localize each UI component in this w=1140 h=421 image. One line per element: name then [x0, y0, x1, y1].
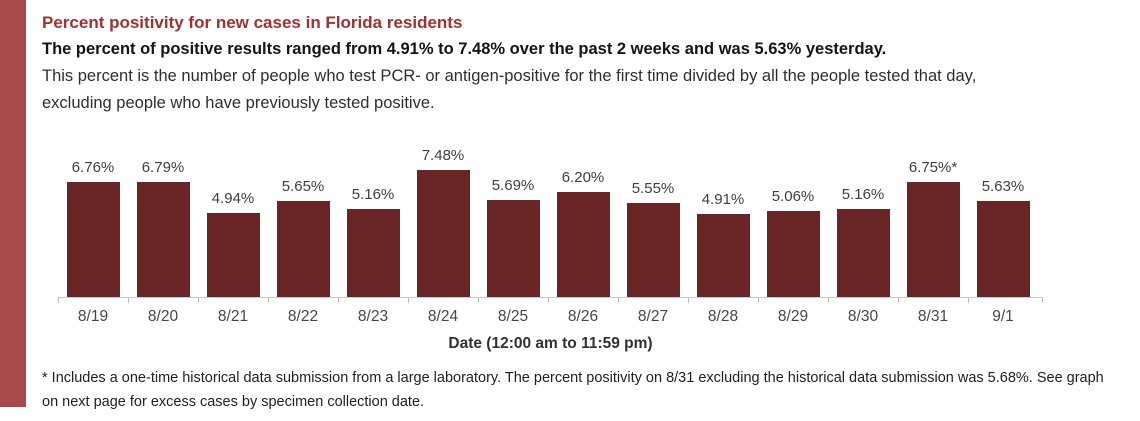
axis-tick — [688, 298, 758, 303]
bar — [486, 200, 540, 297]
footnote: * Includes a one-time historical data su… — [42, 370, 1104, 410]
axis-tick — [898, 298, 968, 303]
x-axis-tick-label: 8/25 — [497, 308, 529, 325]
bar-value-label: 6.79% — [141, 159, 185, 176]
x-axis-tick-label: 8/27 — [637, 308, 669, 325]
x-axis-tick-label: 9/1 — [992, 308, 1014, 325]
x-axis-title: Date (12:00 am to 11:59 pm) — [448, 335, 653, 352]
x-axis-tick-label: 8/20 — [147, 308, 179, 325]
bar-group: 6.20% — [548, 169, 618, 297]
bar-value-label: 4.94% — [211, 190, 255, 207]
bar — [696, 214, 750, 297]
bar-value-label: 5.65% — [281, 178, 325, 195]
x-axis-tick-label: 8/22 — [287, 308, 319, 325]
bar — [836, 209, 890, 297]
bar-group: 4.94% — [198, 190, 268, 297]
bar — [206, 213, 260, 297]
axis-tick — [478, 298, 548, 303]
bar-group: 7.48% — [408, 147, 478, 297]
axis-tick — [758, 298, 828, 303]
bar-group: 5.16% — [828, 186, 898, 297]
axis-tick — [828, 298, 898, 303]
bar — [976, 201, 1030, 297]
x-axis-tick-label: 8/29 — [777, 308, 809, 325]
bar-value-label: 5.63% — [981, 178, 1025, 195]
chart-description: This percent is the number of people who… — [42, 67, 977, 112]
accent-stripe — [0, 0, 26, 407]
x-axis-tick-label: 8/19 — [77, 308, 109, 325]
bar-value-label: 5.06% — [771, 188, 815, 205]
chart-subtitle: The percent of positive results ranged f… — [42, 40, 887, 58]
axis-tick — [198, 298, 268, 303]
axis-tick — [338, 298, 408, 303]
bar-value-label: 5.16% — [351, 186, 395, 203]
bar-group: 5.63% — [968, 178, 1038, 297]
bar-value-label: 5.16% — [841, 186, 885, 203]
x-axis-tick-label: 8/28 — [707, 308, 739, 325]
bar-value-label: 4.91% — [701, 191, 745, 208]
bar-group: 5.06% — [758, 188, 828, 297]
bar — [346, 209, 400, 297]
bar — [626, 203, 680, 297]
bar-chart: 6.76% 6.79% 4.94% 5.65% 5.16% 7.48% 5.69% 6.20%… — [55, 138, 1050, 353]
bar-group: 5.65% — [268, 178, 338, 297]
bar — [556, 192, 610, 297]
x-axis-tick-label: 8/23 — [357, 308, 389, 325]
report-panel: Percent positivity for new cases in Flor… — [42, 12, 1122, 414]
x-axis-ticks — [58, 298, 1043, 303]
bar — [906, 182, 960, 297]
page-title: Percent positivity for new cases in Flor… — [42, 13, 463, 32]
x-axis-tick-label: 8/31 — [917, 308, 949, 325]
bar-group: 5.55% — [618, 180, 688, 297]
bar — [66, 182, 120, 297]
bar-group: 4.91% — [688, 191, 758, 297]
bar-group: 5.69% — [478, 177, 548, 297]
bar — [136, 182, 190, 297]
axis-tick — [618, 298, 688, 303]
axis-tick — [548, 298, 618, 303]
bar — [416, 170, 470, 297]
axis-tick — [408, 298, 478, 303]
bar-group: 6.75%* — [898, 159, 968, 297]
bar — [766, 211, 820, 297]
x-axis-tick-label: 8/26 — [567, 308, 599, 325]
bar-value-label: 5.55% — [631, 180, 675, 197]
x-axis-labels: 8/19 8/20 8/21 8/22 8/23 8/24 8/25 8/26 8/27 8/28… — [58, 308, 1043, 326]
bar-value-label: 6.20% — [561, 169, 605, 186]
axis-tick — [968, 298, 1038, 303]
x-axis-tick-label: 8/30 — [847, 308, 879, 325]
x-axis-tick-label: 8/21 — [217, 308, 249, 325]
bar-value-label: 6.76% — [71, 159, 115, 176]
bar — [276, 201, 330, 297]
axis-tick — [128, 298, 198, 303]
bar-value-label: 5.69% — [491, 177, 535, 194]
bar-group: 6.76% — [58, 159, 128, 297]
bar-group: 6.79% — [128, 159, 198, 297]
plot-area: 6.76% 6.79% 4.94% 5.65% 5.16% 7.48% 5.69% 6.20%… — [58, 138, 1043, 298]
x-axis-tick-label: 8/24 — [427, 308, 459, 325]
bar-value-label: 6.75%* — [908, 159, 958, 176]
bar-value-label: 7.48% — [421, 147, 465, 164]
axis-tick — [58, 298, 128, 303]
bar-group: 5.16% — [338, 186, 408, 297]
axis-tick — [268, 298, 338, 303]
